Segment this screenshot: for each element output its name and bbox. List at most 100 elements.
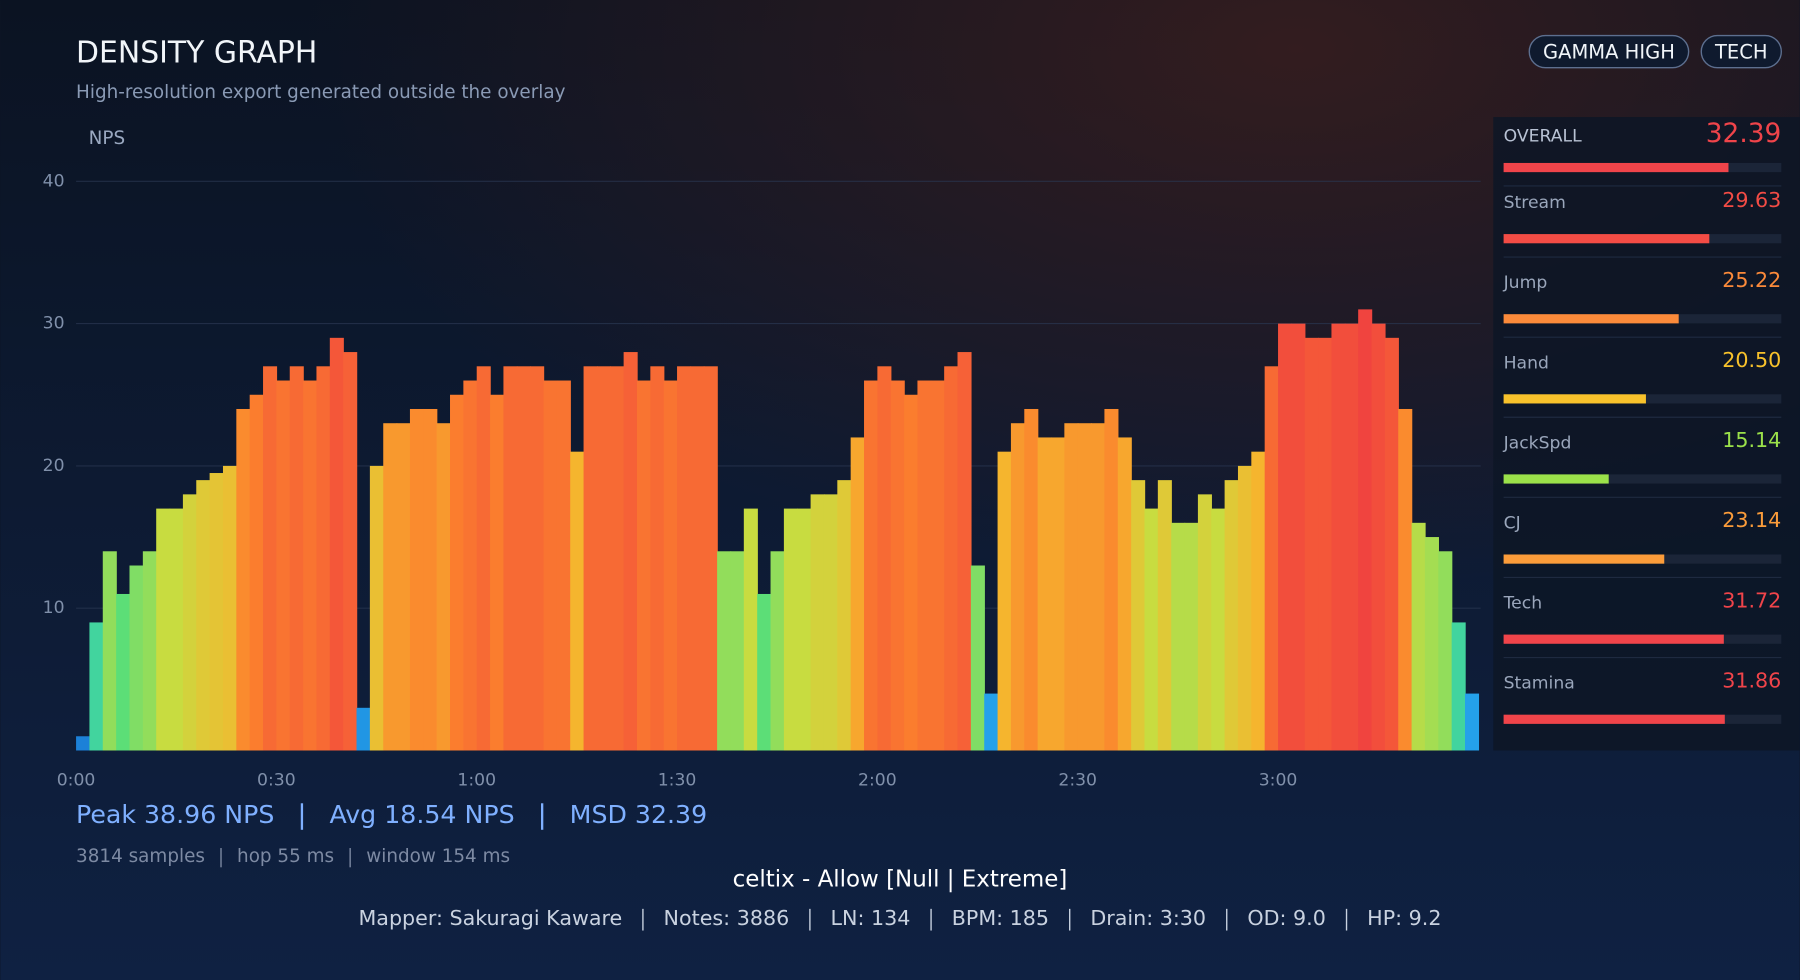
density-bar (1171, 522, 1186, 751)
density-bar (476, 366, 491, 751)
density-bar (423, 408, 438, 751)
skill-value: 31.86 (1722, 668, 1781, 692)
y-tick-label: 10 (43, 598, 65, 618)
density-bar (236, 408, 251, 751)
density-bar (1438, 551, 1453, 751)
skill-bar (1503, 714, 1725, 724)
density-bar (343, 352, 358, 751)
details: Mapper: Sakuragi Kaware Notes: 3886 LN: 13… (358, 906, 1442, 931)
density-bar (984, 693, 999, 751)
density-bar (76, 736, 91, 751)
density-bar (1091, 423, 1106, 751)
density-bar (1050, 437, 1066, 751)
skill-bar (1503, 394, 1646, 404)
detail: BPM: 185 (952, 906, 1049, 930)
x-tick-label: 2:30 (1058, 770, 1097, 790)
density-bar (970, 565, 985, 751)
skill-bar (1503, 314, 1679, 324)
density-bar (463, 380, 478, 751)
skill-name: JackSpd (1503, 433, 1572, 453)
stats: Peak 38.96 NPS Avg 18.54 NPS MSD 32.39 3814… (76, 800, 707, 868)
stat: Peak 38.96 NPS (76, 800, 274, 829)
density-bar (1010, 423, 1025, 751)
density-bar (877, 366, 892, 751)
skill-value: 15.14 (1722, 428, 1781, 452)
stat-meta: window 154 ms (366, 846, 510, 867)
density-bar (757, 593, 772, 751)
density-bar (450, 394, 465, 751)
density-bar (1237, 465, 1253, 751)
y-tick-label: 40 (43, 171, 65, 191)
skill-value: 20.50 (1722, 348, 1781, 372)
y-tick-label: 30 (43, 314, 65, 334)
badge (1700, 34, 1782, 69)
density-bar (944, 366, 959, 751)
stat: MSD 32.39 (570, 800, 707, 829)
density-bar (556, 380, 571, 751)
density-bar (156, 508, 171, 751)
density-bar (997, 451, 1012, 751)
density-bar (850, 437, 865, 751)
detail: OD: 9.0 (1247, 906, 1325, 930)
density-bar (222, 465, 238, 751)
density-bar (1064, 423, 1079, 751)
density-bar (1451, 622, 1466, 751)
density-bar (1358, 309, 1373, 751)
skill-bar (1503, 634, 1724, 644)
density-bar (743, 508, 758, 751)
density-bar (1278, 323, 1293, 751)
density-bar (1077, 423, 1092, 751)
skill-value: 31.72 (1722, 588, 1781, 612)
density-bar (516, 366, 531, 751)
density-bar (1251, 451, 1266, 751)
density-bar (570, 451, 585, 751)
detail: Mapper: Sakuragi Kaware (358, 906, 622, 930)
density-bar (289, 366, 304, 751)
density-bar (1117, 437, 1132, 751)
song-title: celtix - Allow [Null | Extreme] (733, 867, 1068, 893)
badge (1528, 34, 1690, 69)
skill-name: Stream (1504, 193, 1566, 213)
x-tick-label: 0:30 (257, 770, 296, 790)
density-bar (182, 494, 197, 751)
density-bar (316, 366, 331, 751)
density-bar (663, 380, 678, 751)
stat-meta: hop 55 ms (237, 846, 334, 867)
x-tick-label: 0:00 (57, 770, 96, 790)
skill-track (1503, 474, 1782, 484)
x-tick-label: 3:00 (1259, 770, 1298, 790)
stat: Avg 18.54 NPS (329, 800, 514, 829)
detail: Drain: 3:30 (1090, 906, 1206, 930)
density-bar (142, 551, 157, 751)
density-bar (610, 366, 625, 751)
density-bar (583, 366, 598, 751)
density-bar (1384, 337, 1399, 751)
skill-name: Stamina (1504, 674, 1575, 694)
density-bar (249, 394, 264, 751)
density-bar (864, 380, 879, 751)
density-bar (436, 423, 451, 751)
skill-value: 29.63 (1722, 188, 1781, 212)
density-bar (770, 551, 785, 751)
density-bar (116, 593, 131, 751)
detail: Notes: 3886 (664, 906, 790, 930)
density-bar (810, 494, 825, 751)
skills: OVERALL 32.39 Stream 29.63 Jump 25.22 Hand 20.5… (1503, 119, 1782, 724)
density-bar (783, 508, 798, 751)
density-bar (1104, 408, 1119, 751)
density-bar (1131, 480, 1146, 751)
skill-name: Jump (1503, 273, 1548, 293)
density-bar (890, 380, 905, 751)
density-bar (1197, 494, 1212, 751)
density-bar (490, 394, 505, 751)
density-bar (1465, 693, 1480, 751)
density-bar (596, 366, 611, 751)
density-bar (383, 423, 398, 751)
density-bar (1224, 480, 1239, 751)
skill-name: OVERALL (1504, 127, 1582, 147)
density-bar (1291, 323, 1306, 751)
x-tick-label: 1:30 (658, 770, 697, 790)
density-bar (409, 408, 424, 751)
density-bar (1037, 437, 1052, 751)
